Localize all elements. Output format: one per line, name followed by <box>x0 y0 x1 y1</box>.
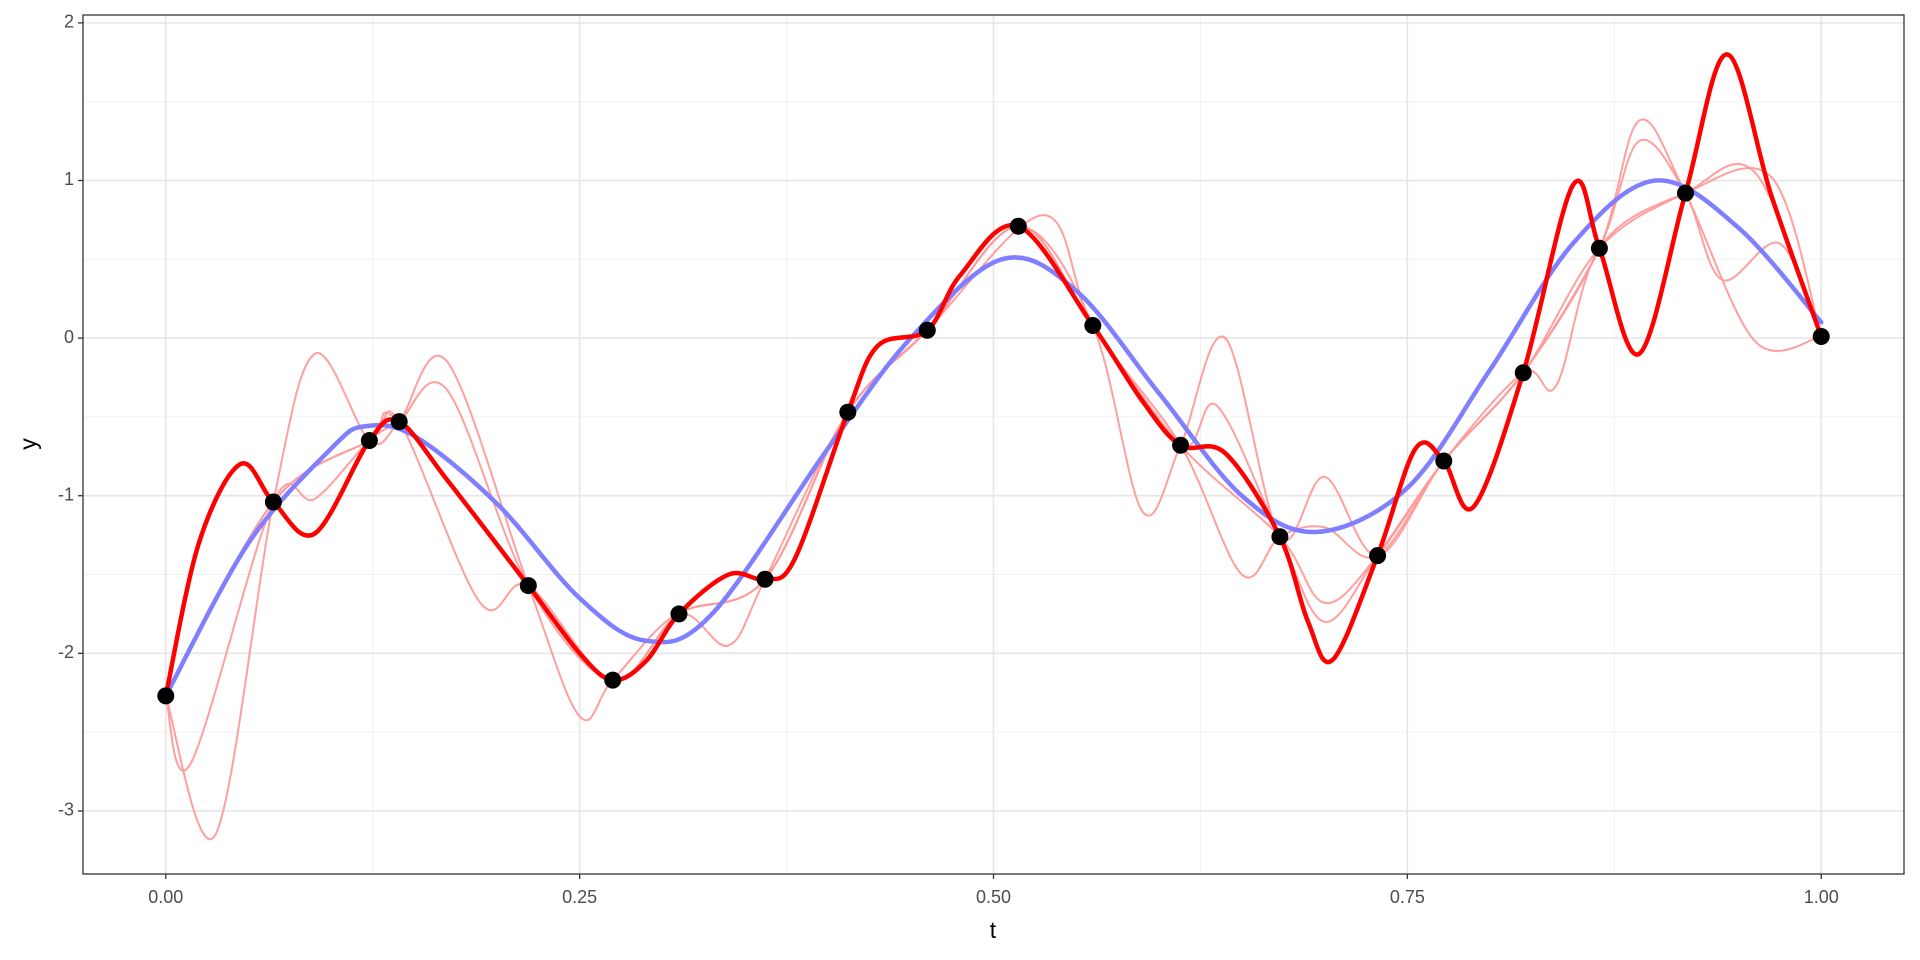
data-point <box>1435 452 1453 470</box>
data-point <box>1590 239 1608 257</box>
x-tick-label: 1.00 <box>1804 887 1839 907</box>
thin-line <box>164 163 1823 697</box>
data-point <box>1084 317 1102 335</box>
y-tick-label: -2 <box>58 642 74 662</box>
data-point <box>157 687 175 705</box>
thick-line <box>163 52 1824 699</box>
y-tick-label: 2 <box>64 12 74 32</box>
data-point <box>264 493 282 511</box>
data-point <box>390 413 408 431</box>
data-point <box>1172 436 1190 454</box>
x-tick-label: 0.75 <box>1390 887 1425 907</box>
data-point <box>519 577 537 595</box>
data-point <box>604 671 622 689</box>
x-tick-label: 0.50 <box>976 887 1011 907</box>
marks <box>157 52 1830 840</box>
x-tick-label: 0.00 <box>148 887 183 907</box>
y-axis-title: y <box>15 438 41 450</box>
data-point <box>839 403 857 421</box>
data-point <box>1271 528 1289 546</box>
x-tick-label: 0.25 <box>562 887 597 907</box>
y-tick-label: 0 <box>64 327 74 347</box>
data-point <box>1514 364 1532 382</box>
data-point <box>1812 328 1830 346</box>
y-tick-label: -1 <box>58 484 74 504</box>
x-axis-title: t <box>990 917 997 943</box>
y-tick-label: -3 <box>58 800 74 820</box>
data-point <box>756 570 774 588</box>
data-point <box>918 321 936 339</box>
data-point <box>1009 217 1027 235</box>
data-point <box>360 432 378 450</box>
data-point <box>670 605 688 623</box>
grid <box>83 15 1904 874</box>
data-point <box>1676 184 1694 202</box>
data-point <box>1369 547 1387 565</box>
y-tick-label: 1 <box>64 169 74 189</box>
